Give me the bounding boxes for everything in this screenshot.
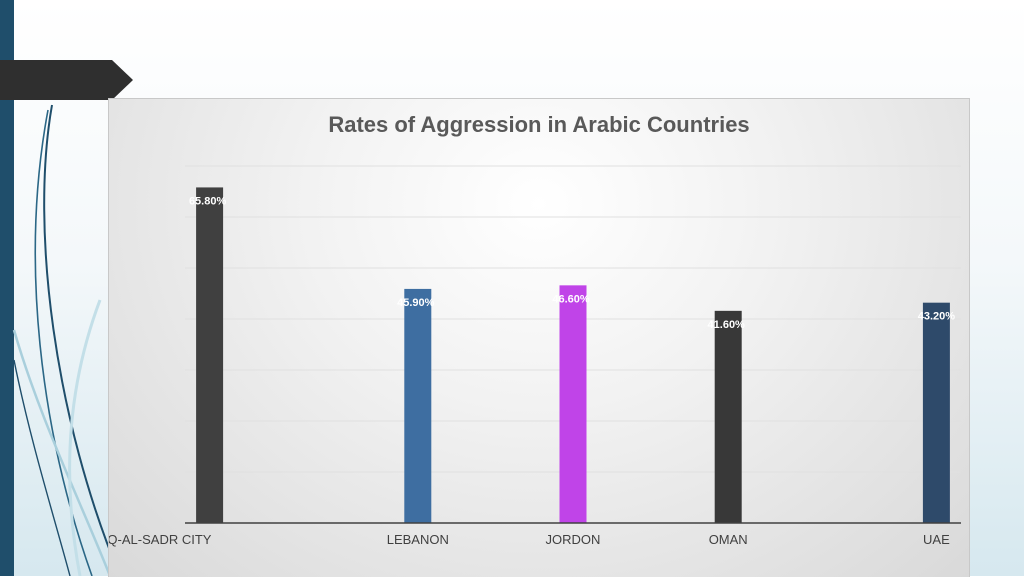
data-labels: 65.80% 45.90% 46.60% 41.60% 43.20%: [189, 195, 955, 330]
bar-jordon: [559, 285, 587, 523]
bar-chart: Rates of Aggression in Arabic Countries …: [109, 112, 961, 547]
category-label: OMAN: [709, 532, 748, 547]
bar-iraq-al-sadr-city: [196, 187, 224, 524]
bar-lebanon: [404, 288, 432, 523]
data-label: 46.60%: [552, 293, 590, 305]
data-label: 65.80%: [189, 195, 227, 207]
category-label: JORDON: [546, 532, 601, 547]
chart-title: Rates of Aggression in Arabic Countries: [328, 112, 749, 137]
data-label: 43.20%: [918, 311, 956, 323]
category-label: UAE: [923, 532, 950, 547]
data-label: 41.60%: [708, 319, 746, 331]
category-label: IRAQ-AL-SADR CITY: [109, 532, 212, 547]
bar-uae: [922, 302, 950, 523]
title-tab-shape: [0, 60, 133, 100]
data-label: 45.90%: [397, 297, 435, 309]
chart-panel: Rates of Aggression in Arabic Countries …: [108, 98, 970, 577]
bars: [196, 187, 950, 524]
category-labels: IRAQ-AL-SADR CITY LEBANON JORDON OMAN UAE: [109, 532, 950, 547]
bar-oman: [714, 310, 742, 523]
decorative-swoosh-lines: [12, 104, 121, 576]
slide-left-accent-bar: [0, 0, 14, 576]
category-label: LEBANON: [387, 532, 449, 547]
